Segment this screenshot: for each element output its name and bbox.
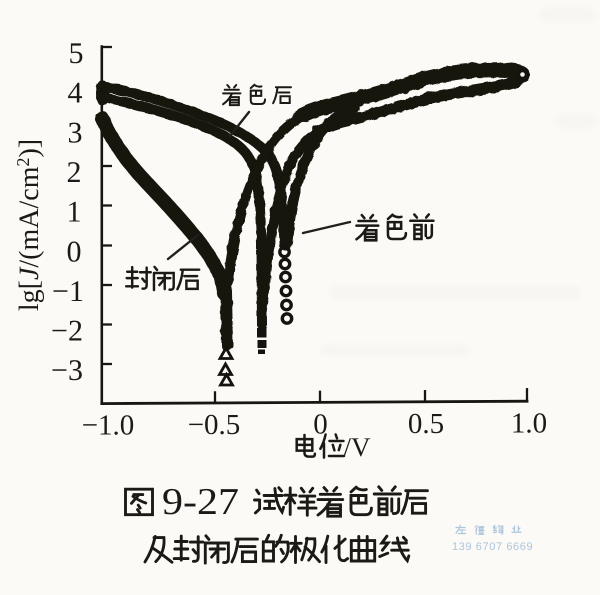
svg-text:2: 2 bbox=[67, 156, 82, 189]
svg-text:−3: −3 bbox=[51, 354, 83, 387]
svg-text:−2: −2 bbox=[51, 315, 83, 348]
svg-text:0.5: 0.5 bbox=[408, 408, 444, 440]
svg-text:0: 0 bbox=[313, 409, 328, 441]
svg-text:−1.0: −1.0 bbox=[82, 410, 135, 442]
svg-text:139 6707 6669: 139 6707 6669 bbox=[452, 541, 533, 553]
svg-text:4: 4 bbox=[68, 77, 83, 110]
svg-text:−0.5: −0.5 bbox=[188, 409, 241, 441]
svg-text:lg[J/(mA/cm2)]: lg[J/(mA/cm2)] bbox=[13, 139, 45, 311]
svg-text:9-27: 9-27 bbox=[162, 481, 239, 523]
svg-text:/V: /V bbox=[344, 432, 372, 462]
svg-text:−1: −1 bbox=[52, 275, 84, 308]
svg-text:1: 1 bbox=[67, 196, 82, 229]
svg-text:1.0: 1.0 bbox=[511, 408, 547, 440]
svg-text:5: 5 bbox=[69, 37, 84, 70]
svg-text:3: 3 bbox=[68, 117, 83, 150]
svg-text:0: 0 bbox=[67, 236, 82, 269]
